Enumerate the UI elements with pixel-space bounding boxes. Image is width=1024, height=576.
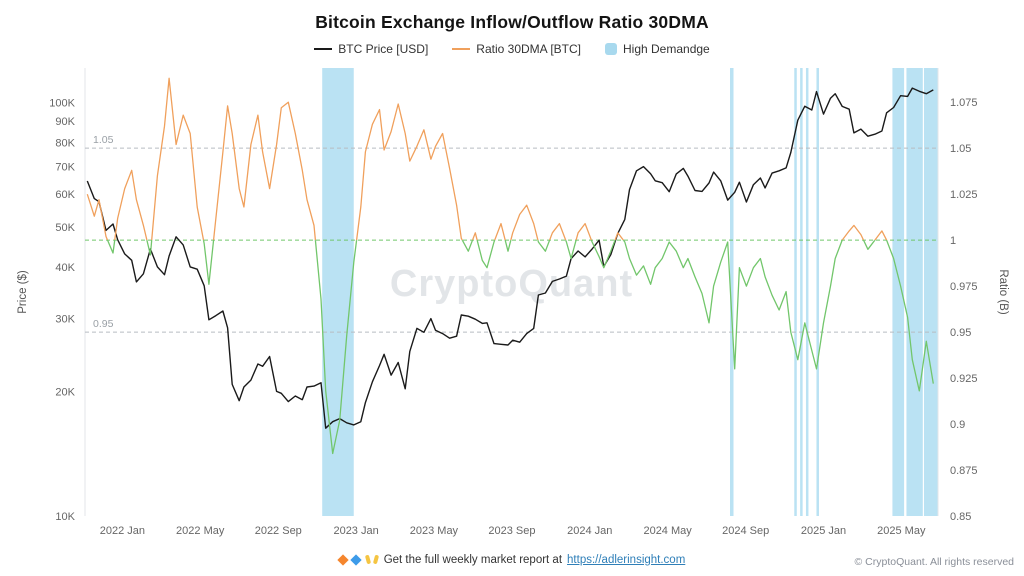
right-axis-title: Ratio (B) [997,269,1009,315]
left-tick-label: 80K [55,137,75,149]
x-tick-label: 2025 May [877,525,926,537]
right-tick-label: 0.95 [950,327,971,339]
watermark: CryptoQuant [390,263,633,305]
high-demand-band [794,68,797,516]
x-tick-label: 2024 Sep [722,525,769,537]
x-tick-label: 2023 Sep [488,525,535,537]
right-tick-label: 0.9 [950,419,965,431]
right-tick-label: 1.075 [950,97,978,109]
legend-item-0[interactable]: BTC Price [USD] [314,42,428,56]
x-tick-label: 2023 Jan [333,525,378,537]
x-axis-ticks: 2022 Jan 2022 May 2022 Sep 2023 Jan 2023 May… [100,525,926,537]
orange-diamond-icon [337,553,349,566]
right-tick-label: 1.05 [950,143,971,155]
x-tick-label: 2024 May [643,525,692,537]
right-tick-label: 0.85 [950,511,971,523]
x-tick-label: 2022 May [176,525,225,537]
legend: BTC Price [USD] Ratio 30DMA [BTC] High Dem… [0,42,1024,56]
left-tick-label: 60K [55,189,75,201]
legend-item-2[interactable]: High Demandge [605,42,710,56]
reference-line-label: 0.95 [93,318,114,330]
right-tick-label: 1 [950,235,956,247]
left-axis-title: Price ($) [17,270,29,314]
high-demand-band [730,68,734,516]
legend-label: Ratio 30DMA [BTC] [476,42,581,56]
footer-report-text: Get the full weekly market report at [383,553,563,566]
legend-label: High Demandge [623,42,710,56]
x-tick-label: 2022 Sep [255,525,302,537]
copyright: © CryptoQuant. All rights reserved [854,556,1014,568]
ratio-line-below-1 [106,240,934,455]
high-demand-band [800,68,803,516]
left-tick-label: 40K [55,262,75,274]
chart-canvas: CryptoQuant 1.05 0.95 10K 20K 30K 40K 50K 60K 70K… [17,68,1009,537]
right-axis-ticks: 0.85 0.875 0.9 0.925 0.95 0.975 1 1.025 1.05 1.07… [950,97,978,523]
high-demand-band [805,68,809,516]
btc-price-line [86,87,934,429]
x-tick-label: 2022 Jan [100,525,145,537]
footer: Get the full weekly market report at htt… [0,553,1024,571]
left-tick-label: 50K [55,222,75,234]
blue-diamond-icon [350,553,362,566]
legend-line-swatch [452,48,471,50]
right-tick-label: 0.875 [950,465,978,477]
legend-item-1[interactable]: Ratio 30DMA [BTC] [452,42,581,56]
left-tick-label: 70K [55,161,75,173]
x-tick-label: 2024 Jan [567,525,612,537]
left-tick-label: 20K [55,386,75,398]
chart-title: Bitcoin Exchange Inflow/Outflow Ratio 30… [315,12,709,32]
right-tick-label: 0.975 [950,281,978,293]
legend-line-swatch [314,48,333,50]
high-demand-band [923,68,938,516]
high-demand-band [322,68,354,516]
raised-hands-icon [365,555,379,564]
right-tick-label: 0.925 [950,373,978,385]
x-tick-label: 2025 Jan [801,525,846,537]
legend-box-swatch [605,43,617,55]
ratio-line-above-1 [86,77,888,241]
report-link[interactable]: https://adlerinsight.com [567,553,686,566]
high-demand-bands [322,68,938,516]
x-tick-label: 2023 May [410,525,459,537]
left-tick-label: 30K [55,314,75,326]
reference-line-label: 1.05 [93,134,114,146]
left-tick-label: 10K [55,511,75,523]
left-tick-label: 100K [49,97,75,109]
left-axis-ticks: 10K 20K 30K 40K 50K 60K 70K 80K 90K 100K [49,97,75,523]
high-demand-band [892,68,905,516]
left-tick-label: 90K [55,116,75,128]
high-demand-band [816,68,819,516]
footer-report-line: Get the full weekly market report at htt… [0,553,1024,566]
high-demand-band [906,68,923,516]
legend-label: BTC Price [USD] [338,42,429,56]
right-tick-label: 1.025 [950,189,978,201]
